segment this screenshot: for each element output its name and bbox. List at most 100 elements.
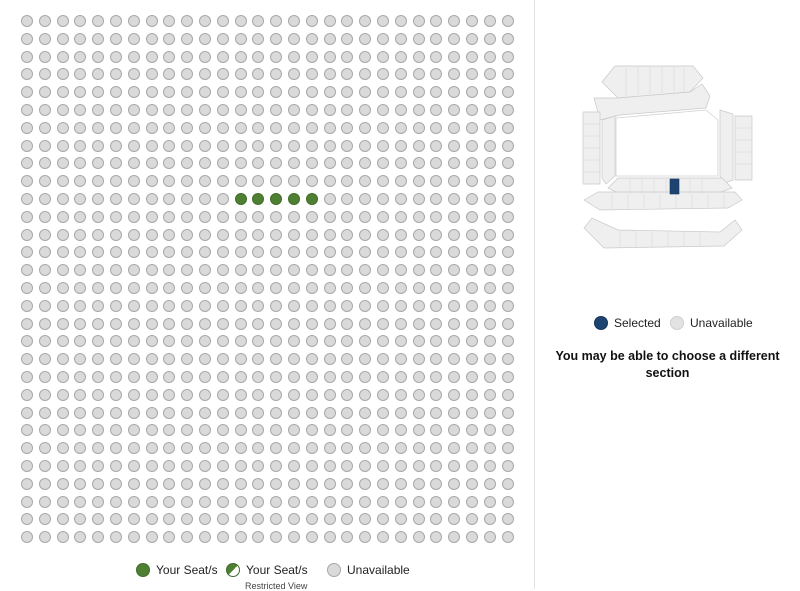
seat-unavailable xyxy=(163,68,176,81)
seat-unavailable xyxy=(466,104,478,116)
seat-unavailable xyxy=(394,335,407,348)
section-inner-right[interactable] xyxy=(719,109,734,185)
seat-unavailable xyxy=(127,193,140,205)
seat-unavailable xyxy=(430,32,443,45)
seat-unavailable xyxy=(501,32,514,45)
seat-unavailable xyxy=(216,388,229,401)
seat-unavailable xyxy=(501,193,514,205)
seat-unavailable xyxy=(252,513,265,526)
seat-unavailable xyxy=(288,442,300,455)
seat-unavailable xyxy=(56,282,69,294)
seat-unavailable xyxy=(359,477,372,490)
section-right-stand[interactable] xyxy=(734,115,753,181)
seat-unavailable xyxy=(56,353,69,366)
seat-unavailable xyxy=(199,317,211,330)
seat-unavailable xyxy=(412,193,425,205)
seat-unavailable xyxy=(412,531,425,544)
seat-unavailable xyxy=(110,388,122,401)
seat-unavailable xyxy=(430,371,443,383)
seat-selected[interactable] xyxy=(288,193,300,205)
seat-unavailable xyxy=(288,121,300,134)
seat-unavailable xyxy=(234,335,247,348)
seat-unavailable xyxy=(38,50,51,63)
seat-unavailable xyxy=(110,531,122,544)
seat-unavailable xyxy=(323,68,336,81)
choose-section-note: You may be able to choose a different se… xyxy=(555,349,780,380)
seat-unavailable xyxy=(110,317,122,330)
seat-unavailable xyxy=(21,317,33,330)
seat-unavailable xyxy=(56,531,69,544)
seat-unavailable xyxy=(199,442,211,455)
seat-unavailable xyxy=(359,442,372,455)
seat-unavailable xyxy=(341,513,354,526)
seat-unavailable xyxy=(394,406,407,419)
seat-unavailable xyxy=(145,442,158,455)
seat-unavailable xyxy=(394,50,407,63)
seat-unavailable xyxy=(92,104,105,116)
seat-unavailable xyxy=(74,86,87,99)
seat-unavailable xyxy=(21,388,33,401)
seat-unavailable xyxy=(288,513,300,526)
seat-unavailable xyxy=(483,353,496,366)
seat-unavailable xyxy=(466,264,478,277)
seat-unavailable xyxy=(163,139,176,152)
seat-unavailable xyxy=(270,15,283,27)
seat-selected[interactable] xyxy=(234,193,247,205)
section-inner-left[interactable] xyxy=(601,115,616,185)
seat-unavailable xyxy=(92,86,105,99)
seat-unavailable xyxy=(216,442,229,455)
section-bottom-tier[interactable] xyxy=(583,217,743,249)
seat-unavailable xyxy=(394,139,407,152)
seat-unavailable xyxy=(252,86,265,99)
seat-unavailable xyxy=(394,86,407,99)
seat-unavailable xyxy=(288,477,300,490)
seat-unavailable xyxy=(92,193,105,205)
seat-unavailable xyxy=(110,175,122,188)
seat-unavailable xyxy=(21,68,33,81)
seat-unavailable xyxy=(181,104,194,116)
seat-unavailable xyxy=(323,50,336,63)
legend-restricted-label: Your Seat/s xyxy=(246,563,308,577)
seat-unavailable xyxy=(483,531,496,544)
seat-unavailable xyxy=(377,495,389,508)
seat-unavailable xyxy=(270,175,283,188)
seat-unavailable xyxy=(56,371,69,383)
seat-unavailable xyxy=(359,317,372,330)
seat-unavailable xyxy=(21,424,33,437)
seat-unavailable xyxy=(234,442,247,455)
seat-unavailable xyxy=(466,139,478,152)
seat-unavailable xyxy=(323,531,336,544)
seat-unavailable xyxy=(412,353,425,366)
seat-unavailable xyxy=(323,228,336,241)
section-middle-tier[interactable] xyxy=(583,191,743,211)
seat-unavailable xyxy=(252,371,265,383)
seat-unavailable xyxy=(56,104,69,116)
seat-unavailable xyxy=(163,264,176,277)
seat-unavailable xyxy=(199,335,211,348)
seat-unavailable xyxy=(21,335,33,348)
seat-unavailable xyxy=(412,157,425,170)
seat-selected[interactable] xyxy=(270,193,283,205)
seat-unavailable xyxy=(323,495,336,508)
seat-unavailable xyxy=(305,228,318,241)
seat-unavailable xyxy=(394,388,407,401)
seat-selected[interactable] xyxy=(252,193,265,205)
seat-unavailable xyxy=(56,442,69,455)
seat-unavailable xyxy=(394,317,407,330)
pitch xyxy=(615,109,719,177)
stadium-map xyxy=(582,65,753,249)
seat-unavailable xyxy=(56,317,69,330)
seat-selected[interactable] xyxy=(305,193,318,205)
seat-unavailable xyxy=(38,68,51,81)
seat-unavailable xyxy=(181,442,194,455)
seat-unavailable xyxy=(74,68,87,81)
seat-unavailable xyxy=(38,193,51,205)
seat-unavailable xyxy=(252,317,265,330)
seat-unavailable xyxy=(74,495,87,508)
seat-unavailable xyxy=(448,139,461,152)
seat-unavailable xyxy=(412,228,425,241)
seat-unavailable xyxy=(323,317,336,330)
seat-unavailable xyxy=(288,15,300,27)
seat-unavailable xyxy=(163,513,176,526)
section-selected[interactable] xyxy=(669,178,680,195)
